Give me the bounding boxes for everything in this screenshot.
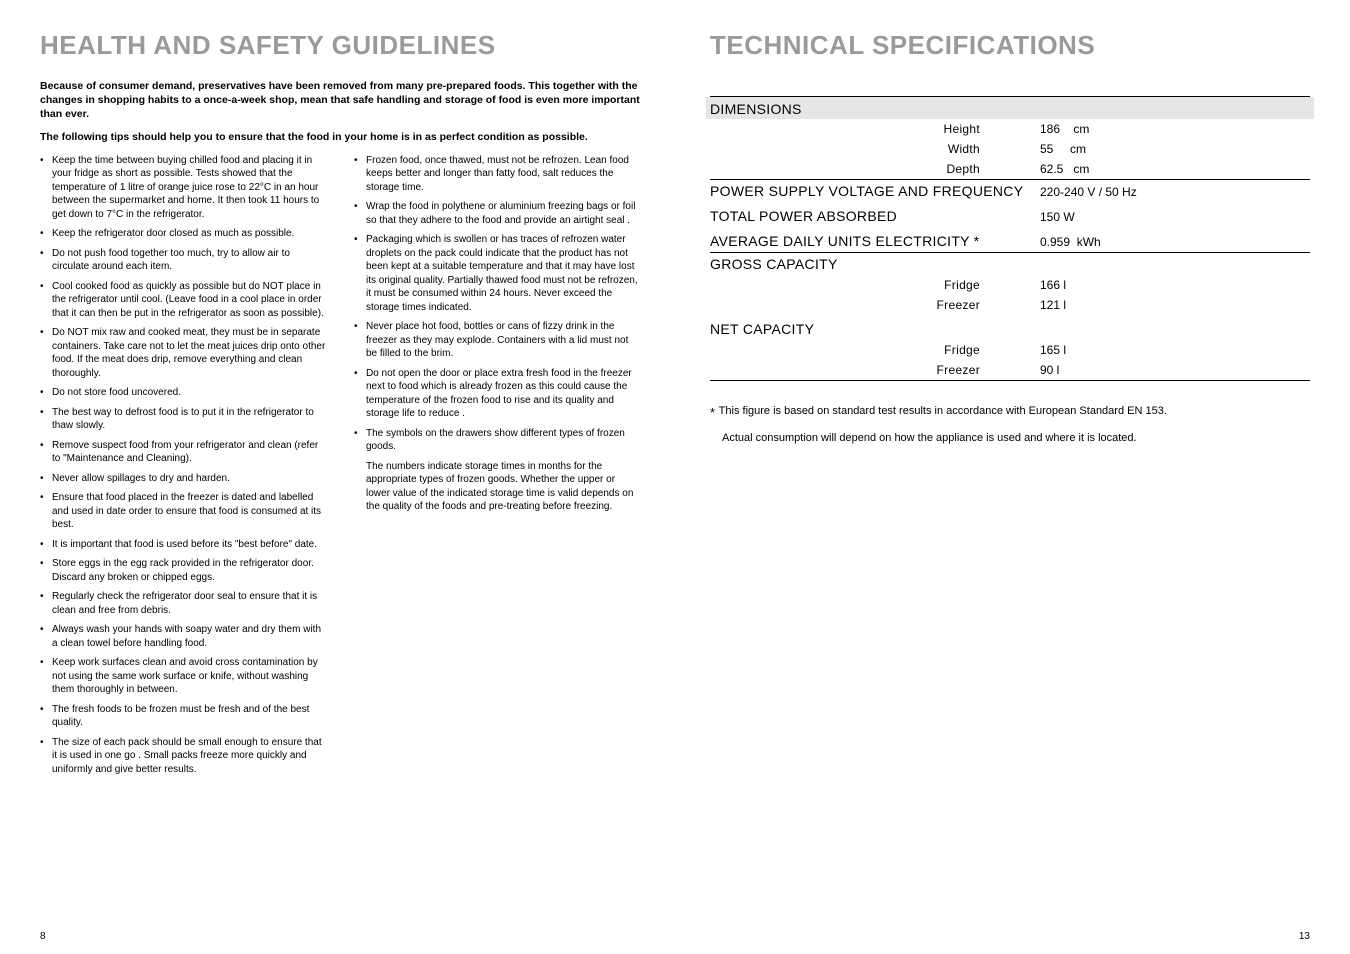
list-item: Do not open the door or place extra fres… [354,367,640,421]
list-item: The fresh foods to be frozen must be fre… [40,703,326,730]
list-item: Frozen food, once thawed, must not be re… [354,154,640,195]
row-value: 90 l [1040,363,1059,377]
row-value: 150 W [1040,210,1075,224]
page-number: 8 [40,931,46,942]
footnote-text-1: This figure is based on standard test re… [719,405,1167,417]
row-label: Fridge [710,278,1040,292]
row-value: 186 cm [1040,122,1089,136]
page-number: 13 [1299,931,1310,942]
list-item: Always wash your hands with soapy water … [40,623,326,650]
list-item: Never allow spillages to dry and harden. [40,472,326,486]
row-label: Height [710,122,1040,136]
list-item: Keep work surfaces clean and avoid cross… [40,656,326,697]
left-page: HEALTH AND SAFETY GUIDELINES Because of … [0,0,675,954]
two-column-body: Keep the time between buying chilled foo… [40,154,640,783]
table-row: AVERAGE DAILY UNITS ELECTRICITY * 0.959 … [710,230,1310,252]
page-title: HEALTH AND SAFETY GUIDELINES [40,30,640,61]
row-value: 55 cm [1040,142,1086,156]
list-item: The symbols on the drawers show differen… [354,427,640,454]
list-item: Never place hot food, bottles or cans of… [354,320,640,361]
table-row: Fridge 165 l [710,340,1310,360]
column-2: Frozen food, once thawed, must not be re… [354,154,640,783]
table-row: Depth 62.5 cm [710,159,1310,179]
row-label: NET CAPACITY [710,321,1040,337]
list-item: Remove suspect food from your refrigerat… [40,439,326,466]
footnote: * This figure is based on standard test … [710,403,1310,447]
list-item: The size of each pack should be small en… [40,736,326,777]
table-row: Height 186 cm [710,119,1310,139]
list-item: Do not store food uncovered. [40,386,326,400]
table-row: Fridge 166 l [710,275,1310,295]
row-value: 121 l [1040,298,1066,312]
list-item: Regularly check the refrigerator door se… [40,590,326,617]
row-label: AVERAGE DAILY UNITS ELECTRICITY * [710,233,1040,249]
row-label: Freezer [710,298,1040,312]
intro-paragraph-1: Because of consumer demand, preservative… [40,79,640,122]
list-item: Do NOT mix raw and cooked meat, they mus… [40,326,326,380]
row-value: 220-240 V / 50 Hz [1040,185,1137,199]
row-label: Fridge [710,343,1040,357]
section-dimensions: DIMENSIONS [706,97,1314,119]
section-net-capacity: NET CAPACITY [710,315,1310,340]
section-gross-capacity: GROSS CAPACITY [710,253,1310,275]
list-item: Ensure that food placed in the freezer i… [40,491,326,532]
list-item: Packaging which is swollen or has traces… [354,233,640,314]
bullet-list-col2: Frozen food, once thawed, must not be re… [354,154,640,454]
footnote-text-2: Actual consumption will depend on how th… [722,430,1310,448]
list-item: Store eggs in the egg rack provided in t… [40,557,326,584]
footnote-star: * [710,405,719,420]
table-row: Freezer 90 l [710,360,1310,380]
row-value: 0.959 kWh [1040,235,1101,249]
row-label: TOTAL POWER ABSORBED [710,208,1040,224]
list-item: Keep the time between buying chilled foo… [40,154,326,222]
row-value: 165 l [1040,343,1066,357]
spec-table: DIMENSIONS Height 186 cm Width 55 cm Dep… [710,96,1310,381]
column-1: Keep the time between buying chilled foo… [40,154,326,783]
list-item: Do not push food together too much, try … [40,247,326,274]
row-label: Freezer [710,363,1040,377]
table-row: Freezer 121 l [710,295,1310,315]
row-label: Width [710,142,1040,156]
table-row: POWER SUPPLY VOLTAGE AND FREQUENCY 220-2… [710,180,1310,202]
page-title: TECHNICAL SPECIFICATIONS [710,30,1310,61]
trailing-paragraph: The numbers indicate storage times in mo… [354,460,640,514]
list-item: It is important that food is used before… [40,538,326,552]
row-label: POWER SUPPLY VOLTAGE AND FREQUENCY [710,183,1040,199]
row-label: GROSS CAPACITY [710,256,1040,272]
row-value: 62.5 cm [1040,162,1089,176]
list-item: Cool cooked food as quickly as possible … [40,280,326,321]
row-label: Depth [710,162,1040,176]
list-item: The best way to defrost food is to put i… [40,406,326,433]
table-row: TOTAL POWER ABSORBED 150 W [710,202,1310,230]
divider [710,380,1310,381]
list-item: Wrap the food in polythene or aluminium … [354,200,640,227]
row-value: 166 l [1040,278,1066,292]
right-page: TECHNICAL SPECIFICATIONS DIMENSIONS Heig… [675,0,1350,954]
intro-paragraph-2: The following tips should help you to en… [40,130,640,144]
bullet-list-col1: Keep the time between buying chilled foo… [40,154,326,777]
list-item: Keep the refrigerator door closed as muc… [40,227,326,241]
table-row: Width 55 cm [710,139,1310,159]
